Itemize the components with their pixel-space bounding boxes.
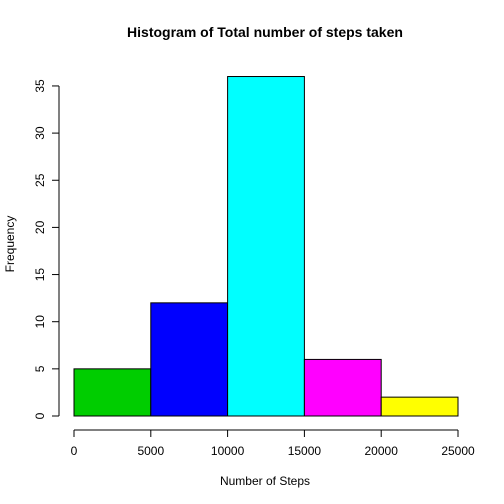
y-axis-label: Frequency (3, 216, 17, 273)
y-axis: 0 5 10 15 20 25 30 35 (33, 79, 60, 419)
y-tick-label-5: 25 (33, 173, 47, 187)
y-tick-label-3: 15 (33, 268, 47, 282)
bar-4 (380, 396, 459, 417)
y-tick-label-4: 20 (33, 220, 47, 234)
chart-title: Histogram of Total number of steps taken (127, 24, 403, 40)
x-tick-label-2: 10000 (211, 444, 245, 458)
y-tick-label-0: 0 (33, 412, 47, 419)
x-axis: 0 5000 10000 15000 20000 25000 (71, 429, 475, 458)
bars-group (73, 76, 459, 417)
x-tick-label-0: 0 (71, 444, 78, 458)
y-tick-label-7: 35 (33, 79, 47, 93)
y-tick-label-2: 10 (33, 315, 47, 329)
x-tick-label-3: 15000 (288, 444, 322, 458)
y-tick-label-1: 5 (33, 365, 47, 372)
x-tick-label-1: 5000 (137, 444, 164, 458)
y-tick-label-6: 30 (33, 126, 47, 140)
bar-0 (73, 368, 152, 417)
x-tick-label-4: 20000 (365, 444, 399, 458)
x-axis-label: Number of Steps (220, 474, 310, 488)
bar-1 (150, 302, 229, 417)
x-tick-label-5: 25000 (441, 444, 475, 458)
bar-2 (227, 76, 305, 417)
bar-3 (303, 358, 382, 417)
